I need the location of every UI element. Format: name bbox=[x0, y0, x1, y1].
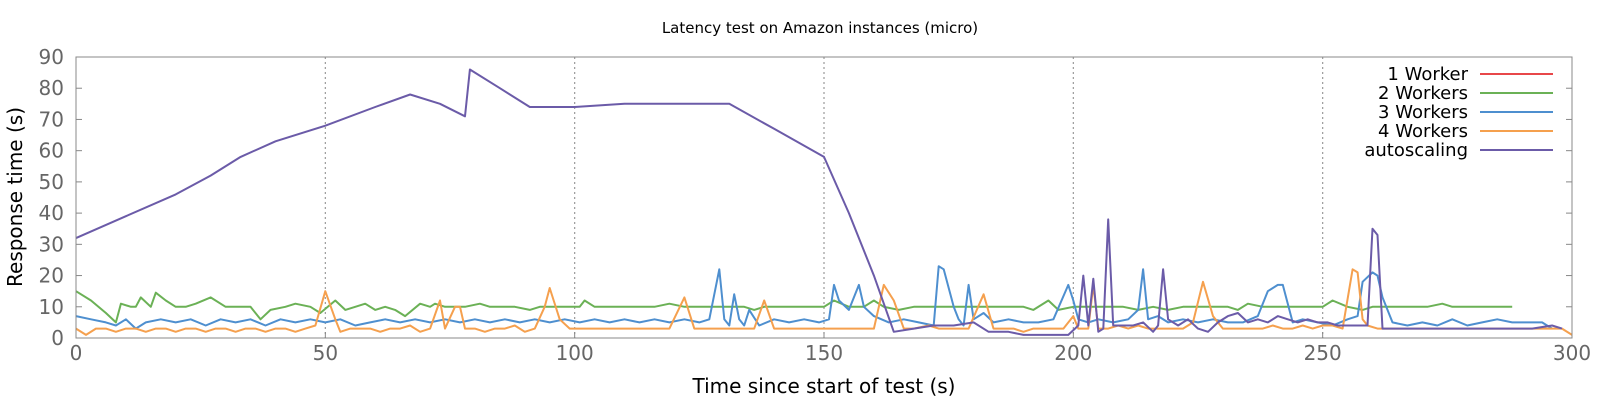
x-tick-label: 200 bbox=[1054, 341, 1092, 365]
y-tick-label: 0 bbox=[51, 326, 64, 350]
y-axis: 0 10 20 30 40 50 60 70 80 90 bbox=[39, 45, 1572, 350]
x-tick-label: 150 bbox=[805, 341, 843, 365]
x-axis: 0 50 100 150 200 250 300 bbox=[70, 332, 1591, 365]
x-axis-label: Time since start of test (s) bbox=[692, 374, 956, 398]
legend-label-1-worker: 1 Worker bbox=[1387, 64, 1468, 85]
legend-label-4-workers: 4 Workers bbox=[1378, 121, 1468, 142]
y-tick-label: 80 bbox=[39, 76, 64, 100]
series-line-2-workers bbox=[75, 290, 1513, 324]
grid bbox=[324, 57, 1324, 338]
x-tick-label: 0 bbox=[70, 341, 83, 365]
legend-label-2-workers: 2 Workers bbox=[1378, 83, 1468, 104]
y-tick-label: 40 bbox=[39, 201, 64, 225]
y-tick-label: 70 bbox=[39, 107, 64, 131]
series-line-4-workers bbox=[75, 268, 1573, 336]
x-tick-label: 250 bbox=[1304, 341, 1342, 365]
y-tick-label: 50 bbox=[39, 170, 64, 194]
y-axis-label: Response time (s) bbox=[3, 107, 27, 287]
x-tick-label: 300 bbox=[1553, 341, 1591, 365]
x-tick-label: 100 bbox=[556, 341, 594, 365]
legend-label-autoscaling: autoscaling bbox=[1364, 140, 1468, 161]
series-line-3-workers bbox=[75, 265, 1553, 330]
series-line-autoscaling bbox=[75, 68, 1563, 336]
y-tick-label: 10 bbox=[39, 295, 64, 319]
legend-label-3-workers: 3 Workers bbox=[1378, 102, 1468, 123]
chart-title: Latency test on Amazon instances (micro) bbox=[662, 19, 978, 37]
y-tick-label: 20 bbox=[39, 264, 64, 288]
y-tick-label: 90 bbox=[39, 45, 64, 69]
y-tick-label: 30 bbox=[39, 232, 64, 256]
y-tick-label: 60 bbox=[39, 139, 64, 163]
x-tick-label: 50 bbox=[313, 341, 338, 365]
series-lines bbox=[75, 68, 1573, 336]
